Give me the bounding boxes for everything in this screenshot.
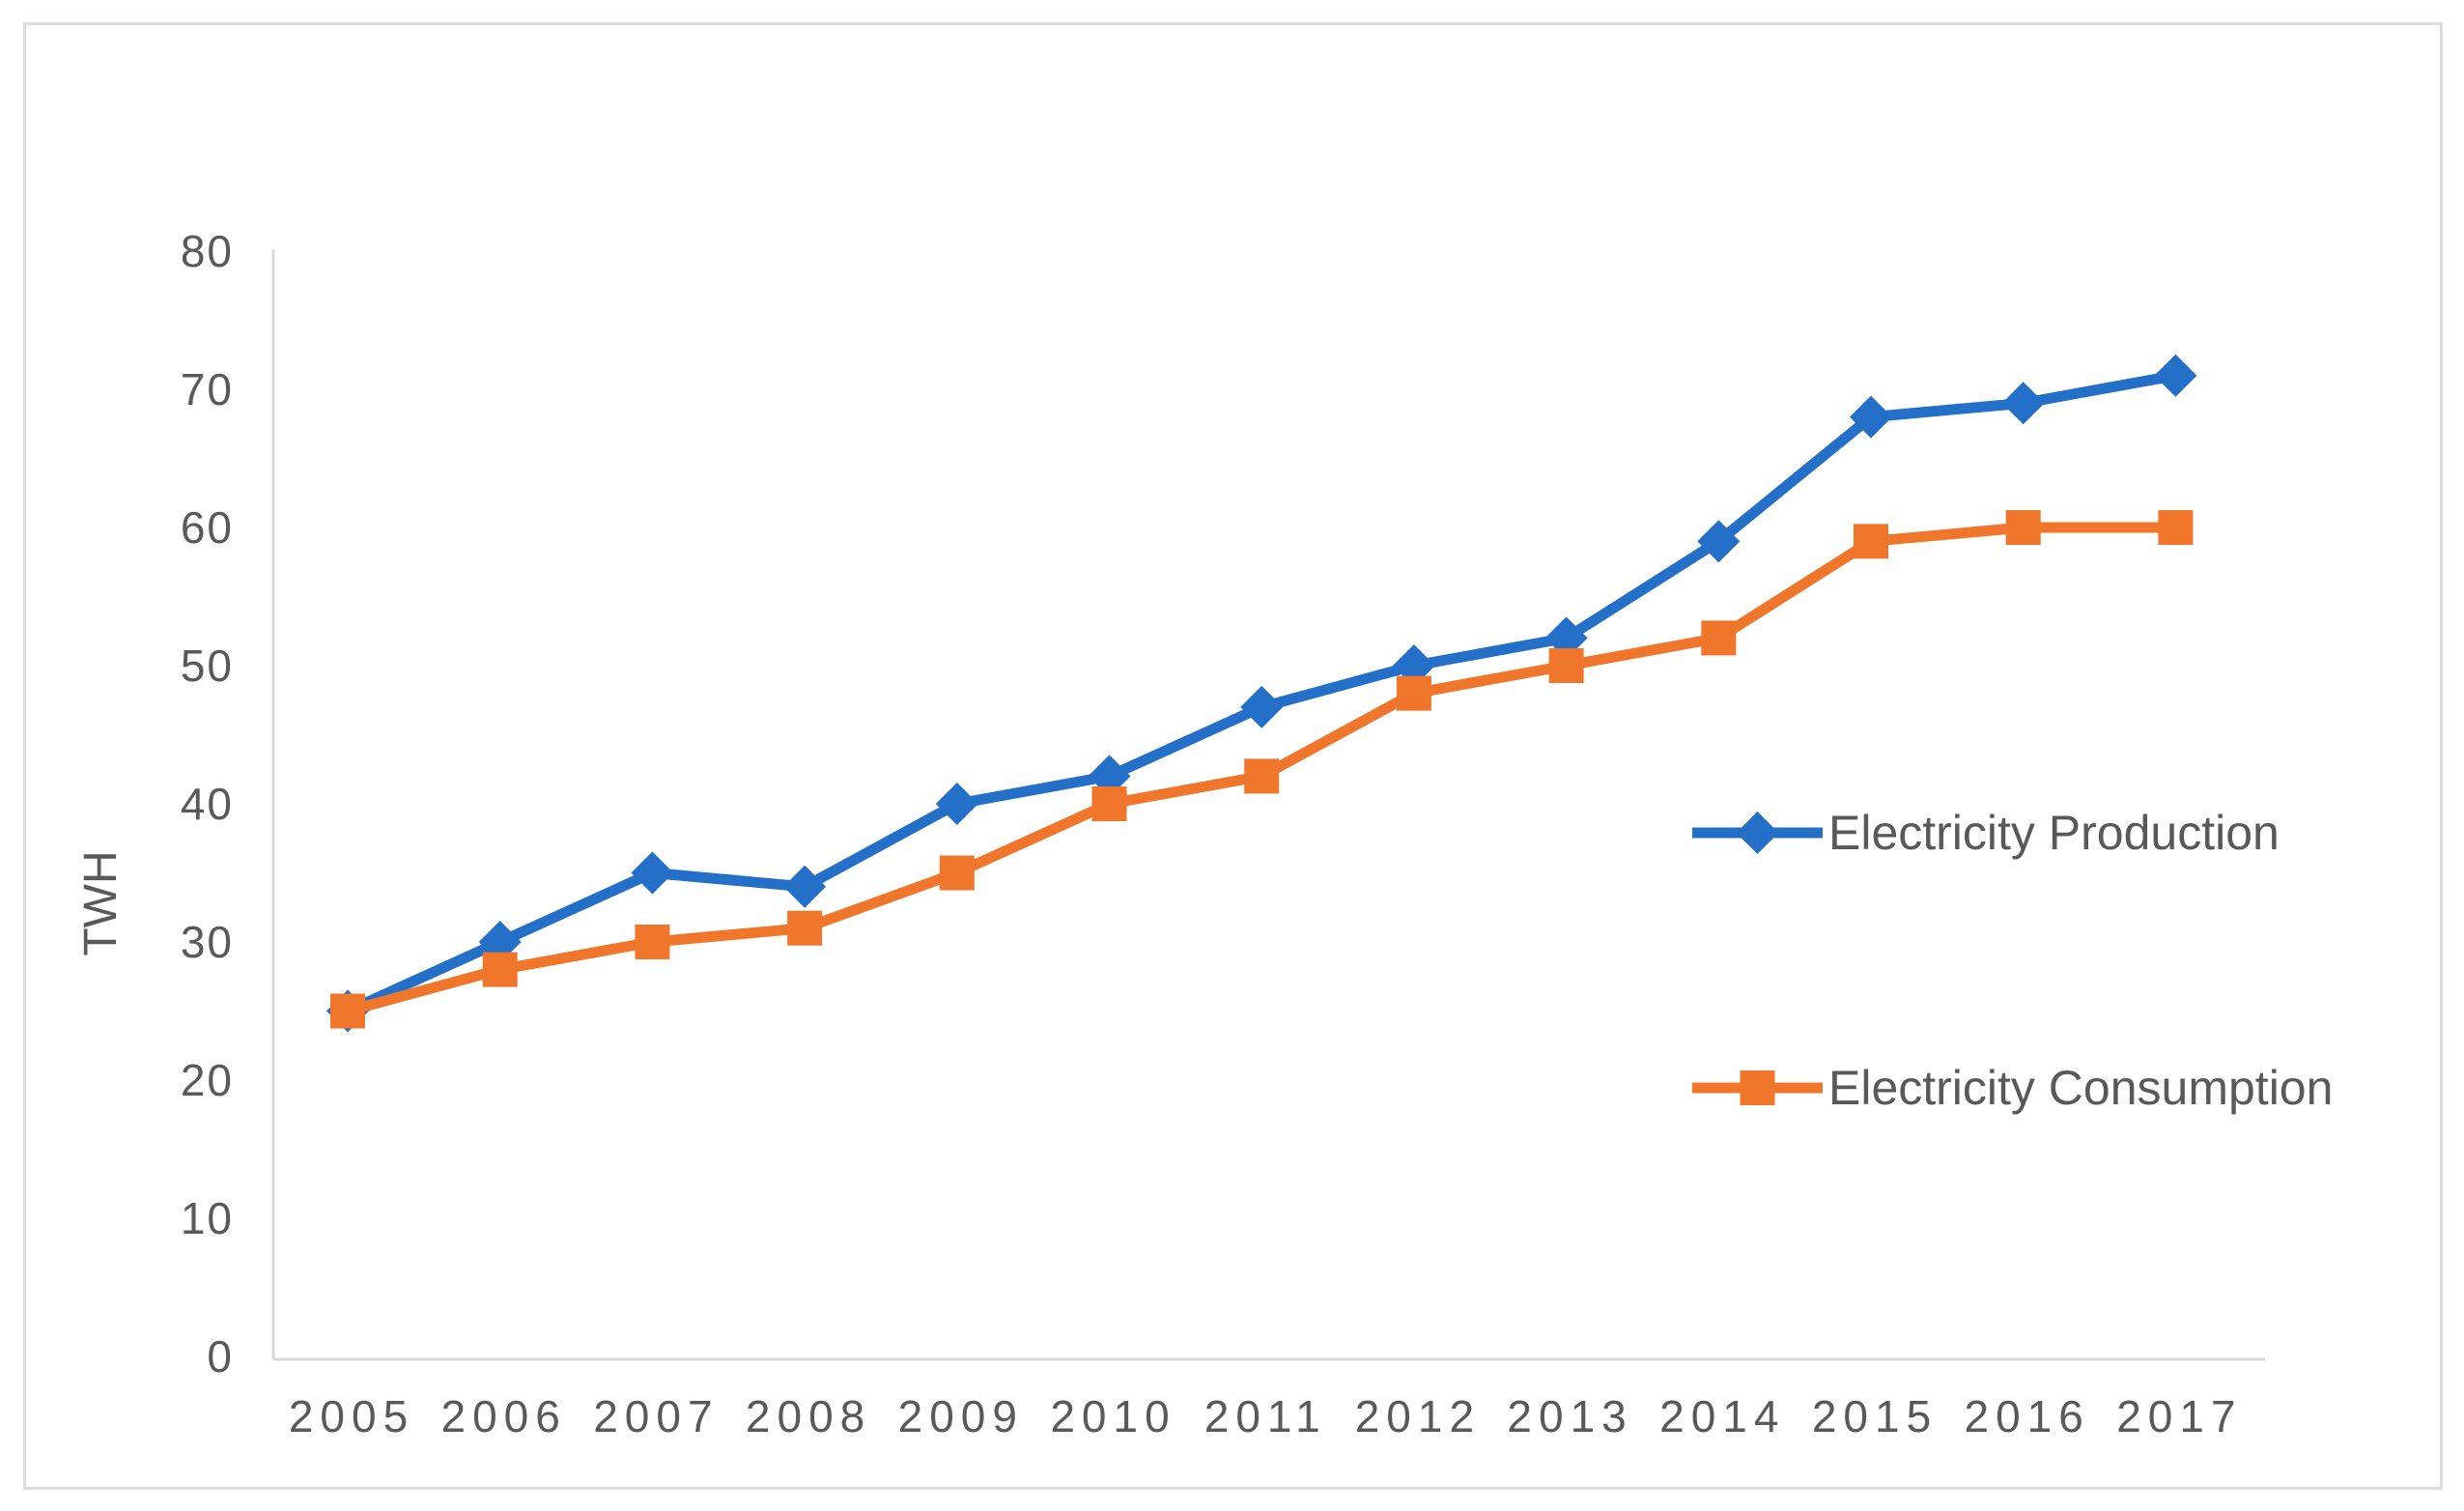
consumption-marker <box>330 993 365 1029</box>
y-tick-label: 80 <box>181 226 234 276</box>
production-marker <box>2001 382 2045 425</box>
production-marker <box>2154 354 2197 397</box>
series <box>326 354 2197 1033</box>
y-tick-label: 0 <box>207 1331 234 1382</box>
y-tick-label: 10 <box>181 1193 234 1243</box>
y-tick-label: 20 <box>181 1055 234 1105</box>
consumption-marker <box>1396 675 1431 711</box>
production-marker <box>1850 395 1892 439</box>
x-tick-label: 2015 <box>1812 1391 1938 1441</box>
x-tick-label: 2011 <box>1204 1391 1327 1441</box>
x-tick-label: 2016 <box>1965 1391 2090 1441</box>
consumption-marker <box>1548 648 1584 683</box>
production-marker <box>1240 685 1284 728</box>
x-tick-label: 2017 <box>2116 1391 2242 1441</box>
consumption-marker <box>1701 620 1737 656</box>
y-axis-title: TWH <box>75 850 127 955</box>
legend: Electricity Production Electricity Consum… <box>1692 806 2333 1115</box>
legend-item-production: Electricity Production <box>1692 806 2280 860</box>
consumption-marker <box>787 910 823 946</box>
series-consumption <box>330 510 2194 1029</box>
axes: 0 10 20 30 40 50 60 70 80 2005 2006 2007 2008 2009 201… <box>75 226 2265 1441</box>
production-marker <box>783 865 827 908</box>
series-production <box>326 354 2197 1033</box>
y-tick-label: 30 <box>181 917 234 967</box>
consumption-marker <box>939 855 975 891</box>
x-tick-label: 2009 <box>898 1391 1024 1441</box>
x-tick-label: 2014 <box>1659 1391 1785 1441</box>
consumption-marker <box>2158 510 2194 545</box>
consumption-marker <box>1091 786 1127 821</box>
y-tick-label: 60 <box>181 502 234 553</box>
y-tick-label: 70 <box>181 364 234 414</box>
x-tick-label: 2013 <box>1507 1391 1632 1441</box>
x-tick-label: 2005 <box>289 1391 414 1441</box>
consumption-marker <box>635 925 670 959</box>
legend-consumption-marker-icon <box>1740 1070 1775 1105</box>
y-tick-label: 40 <box>181 779 234 829</box>
x-tick-label: 2010 <box>1050 1391 1175 1441</box>
figure-border <box>23 22 2443 1490</box>
x-tick-label: 2007 <box>593 1391 719 1441</box>
legend-consumption-label: Electricity Consumption <box>1828 1061 2333 1115</box>
y-tick-label: 50 <box>181 641 234 691</box>
x-tick-label: 2006 <box>441 1391 567 1441</box>
consumption-marker <box>1854 524 1888 559</box>
x-tick-label: 2008 <box>746 1391 871 1441</box>
consumption-marker <box>1244 758 1280 794</box>
legend-production-label: Electricity Production <box>1828 806 2280 860</box>
legend-production-marker-icon <box>1736 812 1779 854</box>
production-marker <box>631 851 674 895</box>
production-marker <box>1697 520 1741 563</box>
x-tick-label: 2012 <box>1355 1391 1481 1441</box>
consumption-marker <box>2005 510 2041 545</box>
production-marker <box>935 783 978 825</box>
consumption-marker <box>482 952 518 987</box>
legend-item-consumption: Electricity Consumption <box>1692 1061 2333 1115</box>
